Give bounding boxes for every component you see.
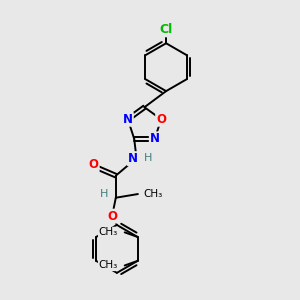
Text: N: N <box>150 132 160 145</box>
Text: H: H <box>100 189 108 199</box>
Text: H: H <box>144 153 153 163</box>
Text: O: O <box>107 210 117 223</box>
Text: CH₃: CH₃ <box>99 260 118 271</box>
Text: O: O <box>156 113 166 126</box>
Text: Cl: Cl <box>160 23 173 36</box>
Text: O: O <box>89 158 99 171</box>
Text: CH₃: CH₃ <box>143 189 163 199</box>
Text: N: N <box>123 113 133 126</box>
Text: N: N <box>128 152 138 165</box>
Text: CH₃: CH₃ <box>99 227 118 237</box>
